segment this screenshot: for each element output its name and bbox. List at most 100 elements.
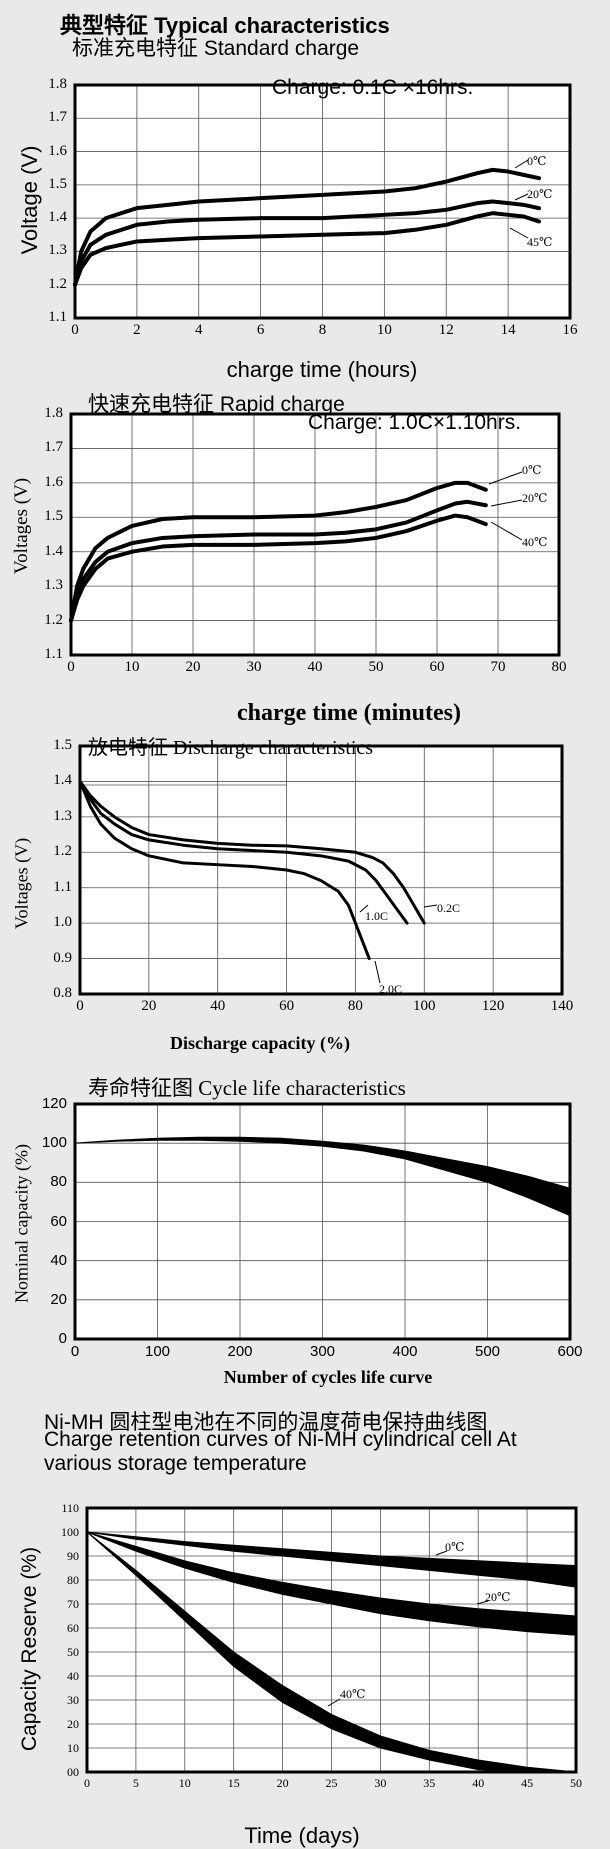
x-tick-label: 100 <box>413 998 436 1014</box>
y-tick-label: 60 <box>50 1212 67 1230</box>
label-leader <box>490 499 523 507</box>
y-tick-label: 80 <box>50 1173 67 1191</box>
y-tick-label: 1.4 <box>44 542 63 559</box>
series-label-0c: 0℃ <box>445 1540 465 1554</box>
y-tick-label: 1.4 <box>48 209 67 226</box>
y-tick-label: 1.5 <box>53 737 72 753</box>
y-tick-label: 1.1 <box>48 309 67 325</box>
label-leader <box>359 904 369 913</box>
series-line-45c <box>73 211 542 287</box>
x-tick-label: 4 <box>195 322 203 338</box>
label-leader <box>423 904 438 908</box>
y-tick-label: 100 <box>61 1524 79 1539</box>
series-label-2-0C: 2.0C <box>379 982 403 996</box>
y-tick-label: 70 <box>67 1596 79 1611</box>
series-label-20c: 20℃ <box>522 491 548 505</box>
y-tick-label: 110 <box>61 1500 79 1515</box>
series-line-1.0C <box>78 779 409 925</box>
x-tick-label: 50 <box>368 659 384 675</box>
x-tick-label: 10 <box>124 659 140 675</box>
y-tick-label: 0.9 <box>53 949 72 966</box>
x-tick-label: 30 <box>246 659 262 675</box>
x-tick-label: 15 <box>227 1776 240 1790</box>
chart-title: 快速充电特征 Rapid charge <box>88 393 345 417</box>
x-tick-label: 25 <box>325 1776 338 1790</box>
chart-retention <box>0 1398 610 1849</box>
x-tick-label: 40 <box>472 1776 485 1790</box>
series-label-20c: 20℃ <box>527 187 553 201</box>
charge-annotation: Charge: 1.0C×1.10hrs. <box>308 411 522 434</box>
y-tick-label: 00 <box>67 1764 79 1779</box>
y-tick-label: 1.2 <box>48 275 67 292</box>
x-tick-label: 12 <box>438 322 454 338</box>
x-tick-label: 10 <box>376 322 392 338</box>
x-tick-label: 20 <box>185 659 201 675</box>
y-tick-label: 1.3 <box>48 242 67 259</box>
x-tick-label: 16 <box>562 322 578 338</box>
chart-rapid <box>0 385 610 730</box>
x-tick-label: 60 <box>279 998 295 1014</box>
x-tick-label: 70 <box>490 659 506 675</box>
y-tick-label: 0.8 <box>53 985 72 1001</box>
series-line-20c <box>73 199 542 287</box>
chart-discharge <box>0 730 610 1030</box>
x-tick-label: 30 <box>374 1776 387 1790</box>
y-tick-label: 50 <box>67 1644 79 1659</box>
y-tick-label: 1.1 <box>44 646 63 662</box>
chart-title: 寿命特征图 Cycle life characteristics <box>88 1076 406 1101</box>
series-label-0c: 0℃ <box>527 154 547 168</box>
series-line-0.2C <box>78 779 426 925</box>
y-tick-label: 1.8 <box>44 405 63 421</box>
x-tick-label: 0 <box>67 659 75 675</box>
series-line-40c <box>69 513 488 623</box>
chart-title: 放电特征 Discharge characteristics <box>88 737 374 759</box>
y-tick-label: 20 <box>50 1290 67 1308</box>
label-leader <box>514 159 529 169</box>
x-axis-label: charge time (minutes) <box>237 699 461 726</box>
plot-frame <box>73 1102 572 1341</box>
x-axis-label: Discharge capacity (%) <box>170 1033 350 1054</box>
series-label-0c: 0℃ <box>522 463 542 477</box>
plot-frame <box>73 83 572 320</box>
y-tick-label: 30 <box>67 1692 79 1707</box>
x-tick-label: 120 <box>481 998 505 1014</box>
x-tick-label: 20 <box>141 998 157 1014</box>
page-title: 典型特征 Typical characteristics <box>60 13 390 38</box>
x-tick-label: 500 <box>474 1343 501 1360</box>
label-leader <box>490 521 523 541</box>
y-axis-label: Voltage (V) <box>17 145 42 255</box>
y-tick-label: 1.8 <box>48 76 67 92</box>
series-label-40c: 40℃ <box>522 535 548 549</box>
series-label-20c: 20℃ <box>485 1590 511 1604</box>
plot-area <box>80 746 562 994</box>
x-tick-label: 0 <box>84 1776 90 1790</box>
y-tick-label: 1.3 <box>44 577 63 594</box>
y-tick-label: 60 <box>67 1620 79 1635</box>
series-label-40c: 40℃ <box>340 1687 366 1701</box>
chart-title: 标准充电特征 Standard charge <box>72 37 360 61</box>
plot-frame <box>78 744 564 996</box>
label-leader <box>435 1550 448 1556</box>
x-tick-label: 14 <box>500 322 516 338</box>
x-tick-label: 8 <box>318 322 327 338</box>
x-tick-label: 100 <box>144 1343 171 1360</box>
plot-frame <box>69 412 561 657</box>
x-tick-label: 5 <box>132 1776 139 1790</box>
series-label-45c: 45℃ <box>527 235 553 249</box>
x-tick-label: 140 <box>550 998 574 1014</box>
y-tick-label: 80 <box>67 1572 79 1587</box>
x-tick-label: 300 <box>309 1343 336 1360</box>
y-axis-label: Capacity Reserve (%) <box>18 1547 41 1752</box>
y-tick-label: 40 <box>67 1668 79 1683</box>
y-tick-label: 1.4 <box>53 772 72 789</box>
chart-cycle <box>0 1030 610 1398</box>
x-axis-label: Time (days) <box>244 1822 360 1848</box>
label-leader <box>374 960 381 984</box>
x-tick-label: 40 <box>307 659 323 675</box>
chart-title-cn: Ni-MH 圆柱型电池在不同的温度荷电保持曲线图 <box>44 1411 488 1434</box>
x-tick-label: 200 <box>227 1343 253 1360</box>
y-tick-label: 1.6 <box>48 142 67 159</box>
chart-title: Charge retention curves of Ni-MH cylindr… <box>44 1428 517 1451</box>
chart-standard <box>0 0 610 385</box>
